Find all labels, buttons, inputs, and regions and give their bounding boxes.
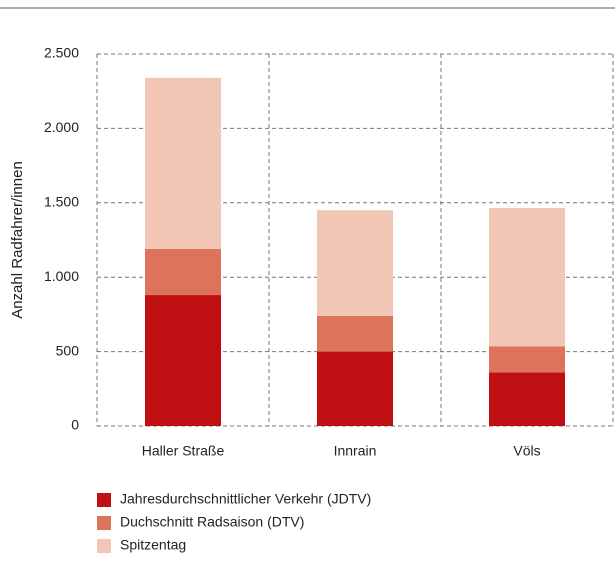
bar-segment [489, 346, 565, 373]
bar-segment [145, 77, 221, 249]
legend-swatch [97, 539, 111, 553]
y-tick-label: 0 [71, 417, 79, 433]
y-tick-label: 1.000 [44, 268, 79, 284]
y-tick-label: 2.500 [44, 45, 79, 61]
bar-segment [489, 208, 565, 347]
y-tick-label: 1.500 [44, 194, 79, 210]
bar-segment [489, 372, 565, 426]
bar-segment [145, 248, 221, 296]
bar-segment [317, 315, 393, 352]
y-tick-label: 2.000 [44, 119, 79, 135]
x-tick-label: Innrain [334, 443, 377, 459]
legend-swatch [97, 516, 111, 530]
legend-label: Jahresdurchschnittlicher Verkehr (JDTV) [120, 491, 371, 507]
bar-segment [145, 295, 221, 426]
x-tick-label: Haller Straße [142, 443, 225, 459]
bar-segment [317, 210, 393, 316]
bar-segment [317, 351, 393, 426]
legend-label: Duchschnitt Radsaison (DTV) [120, 514, 304, 530]
y-axis-label: Anzahl Radfahrer/innen [9, 161, 26, 319]
legend-swatch [97, 493, 111, 507]
x-tick-label: Völs [513, 443, 540, 459]
y-tick-label: 500 [56, 342, 80, 358]
legend-label: Spitzentag [120, 537, 186, 553]
